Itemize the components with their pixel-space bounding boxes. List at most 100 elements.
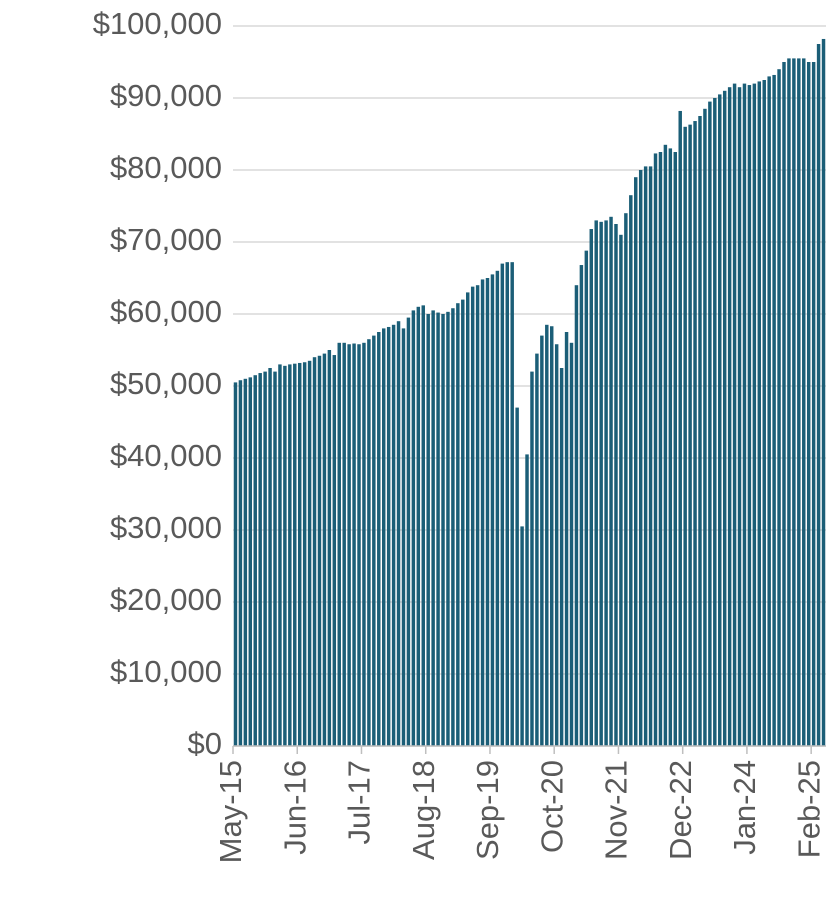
bar bbox=[559, 368, 564, 746]
bar bbox=[653, 153, 658, 746]
x-tick-label: Dec-22 bbox=[663, 760, 698, 860]
bar bbox=[722, 90, 727, 747]
bar bbox=[564, 332, 569, 746]
bar bbox=[545, 324, 549, 746]
bar bbox=[307, 360, 312, 746]
x-tick-label: Jul-17 bbox=[342, 760, 377, 844]
bar bbox=[782, 62, 786, 746]
bar bbox=[703, 108, 707, 747]
bar bbox=[732, 83, 737, 747]
bar bbox=[609, 216, 613, 747]
bar bbox=[658, 152, 663, 746]
bar bbox=[515, 407, 519, 746]
y-tick-label: $100,000 bbox=[93, 6, 222, 41]
bar bbox=[718, 94, 722, 746]
bar bbox=[787, 58, 791, 746]
x-tick-label: Oct-20 bbox=[534, 760, 569, 853]
x-tick-label: Sep-19 bbox=[470, 760, 505, 860]
bar bbox=[762, 80, 766, 746]
bar bbox=[599, 221, 603, 747]
bar bbox=[668, 148, 673, 746]
bar bbox=[386, 326, 391, 746]
bar bbox=[767, 76, 771, 746]
bar bbox=[293, 363, 297, 746]
bar bbox=[737, 87, 742, 746]
bar bbox=[317, 355, 322, 746]
bar bbox=[465, 292, 470, 746]
bar bbox=[693, 121, 697, 747]
bar bbox=[530, 371, 534, 746]
bar bbox=[268, 368, 272, 746]
bar bbox=[263, 371, 267, 746]
bar bbox=[401, 328, 406, 746]
bar bbox=[510, 262, 514, 746]
bar bbox=[490, 274, 495, 746]
bar bbox=[411, 310, 416, 746]
bar bbox=[500, 263, 505, 746]
bar bbox=[377, 332, 381, 746]
bar bbox=[322, 353, 327, 746]
x-tick-label: May-15 bbox=[213, 760, 248, 863]
bar bbox=[683, 126, 687, 747]
bar bbox=[475, 285, 480, 746]
y-tick-label: $70,000 bbox=[110, 222, 222, 257]
bar bbox=[634, 177, 638, 746]
bar bbox=[406, 317, 411, 746]
y-tick-label: $40,000 bbox=[110, 438, 222, 473]
bar bbox=[673, 152, 678, 746]
bar bbox=[451, 308, 455, 746]
y-tick-label: $50,000 bbox=[110, 366, 222, 401]
bar bbox=[614, 224, 618, 746]
x-tick-label: Aug-18 bbox=[406, 760, 441, 860]
bar bbox=[797, 58, 801, 746]
bar bbox=[569, 342, 574, 746]
y-tick-label: $20,000 bbox=[110, 582, 222, 617]
y-tick-label: $60,000 bbox=[110, 294, 222, 329]
bar bbox=[525, 454, 529, 746]
bar bbox=[624, 213, 628, 746]
bar bbox=[757, 81, 762, 746]
bar bbox=[243, 378, 248, 746]
bar bbox=[278, 364, 282, 746]
bar bbox=[589, 229, 594, 747]
bar bbox=[327, 350, 332, 746]
bar bbox=[347, 344, 351, 746]
bar bbox=[638, 170, 643, 746]
bar bbox=[357, 344, 361, 746]
bar bbox=[372, 335, 376, 746]
bar bbox=[495, 270, 500, 746]
bar bbox=[584, 250, 589, 746]
bar bbox=[485, 278, 490, 746]
bar bbox=[421, 305, 425, 746]
bar bbox=[312, 357, 317, 746]
bar bbox=[792, 58, 796, 746]
bar bbox=[233, 382, 238, 746]
bar bbox=[248, 377, 253, 746]
y-tick-label: $30,000 bbox=[110, 510, 222, 545]
bar bbox=[554, 344, 559, 746]
bar bbox=[520, 526, 524, 746]
bar bbox=[811, 62, 816, 746]
bar bbox=[288, 364, 292, 746]
bar bbox=[574, 285, 579, 746]
bar bbox=[540, 335, 544, 746]
bar bbox=[431, 310, 435, 746]
bar bbox=[816, 44, 821, 746]
bar bbox=[713, 98, 717, 746]
y-tick-label: $0 bbox=[188, 726, 222, 761]
bar bbox=[604, 220, 608, 746]
bar bbox=[747, 85, 752, 747]
bar bbox=[821, 38, 826, 746]
x-tick-label: Jun-16 bbox=[277, 760, 312, 855]
bar bbox=[505, 262, 509, 746]
bar bbox=[643, 166, 648, 746]
bar bbox=[416, 306, 421, 746]
bar bbox=[480, 279, 485, 746]
bar bbox=[470, 286, 475, 746]
bar bbox=[342, 342, 346, 746]
bar bbox=[352, 343, 356, 746]
bar bbox=[396, 321, 401, 746]
bar bbox=[579, 265, 584, 746]
bar bbox=[742, 83, 747, 747]
